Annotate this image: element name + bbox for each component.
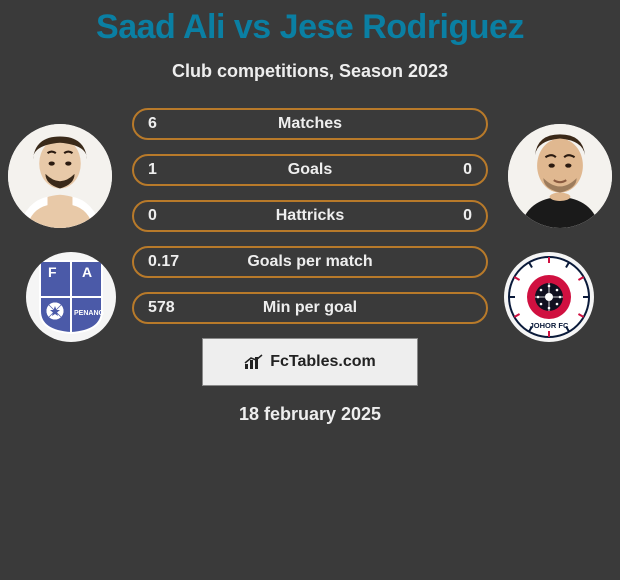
stat-label: Goals: [134, 161, 486, 179]
stat-label: Matches: [134, 115, 486, 133]
branding-box: FcTables.com: [202, 338, 418, 386]
stat-left-value: 6: [148, 115, 157, 133]
player-avatar-left: [8, 124, 112, 228]
branding-row: FcTables.com: [0, 338, 620, 386]
stat-label: Min per goal: [134, 299, 486, 317]
stat-label: Goals per match: [134, 253, 486, 271]
page-title: Saad Ali vs Jese Rodriguez: [0, 0, 620, 47]
stat-pill-goals: 1 Goals 0: [132, 154, 488, 186]
footer-date: 18 february 2025: [0, 404, 620, 425]
stat-left-value: 578: [148, 299, 175, 317]
right-club-text: JOHOR FC: [530, 321, 569, 330]
stat-right-value: 0: [463, 161, 472, 179]
chart-icon: [244, 354, 264, 370]
stat-right-value: 0: [463, 207, 472, 225]
svg-text:F: F: [48, 264, 57, 280]
stat-pill-mpg: 578 Min per goal: [132, 292, 488, 324]
page-subtitle: Club competitions, Season 2023: [0, 61, 620, 82]
player-avatar-right: [508, 124, 612, 228]
left-club-text: PENANG: [74, 310, 104, 317]
club-badge-right: JOHOR FC: [504, 252, 594, 342]
stat-pill-hattricks: 0 Hattricks 0: [132, 200, 488, 232]
stat-left-value: 1: [148, 161, 157, 179]
club-badge-left: F A PENANG: [26, 252, 116, 342]
svg-text:A: A: [82, 264, 92, 280]
stat-left-value: 0: [148, 207, 157, 225]
stat-pill-matches: 6 Matches: [132, 108, 488, 140]
stat-label: Hattricks: [134, 207, 486, 225]
branding-text: FcTables.com: [270, 353, 376, 371]
stat-left-value: 0.17: [148, 253, 179, 271]
stat-pill-gpm: 0.17 Goals per match: [132, 246, 488, 278]
